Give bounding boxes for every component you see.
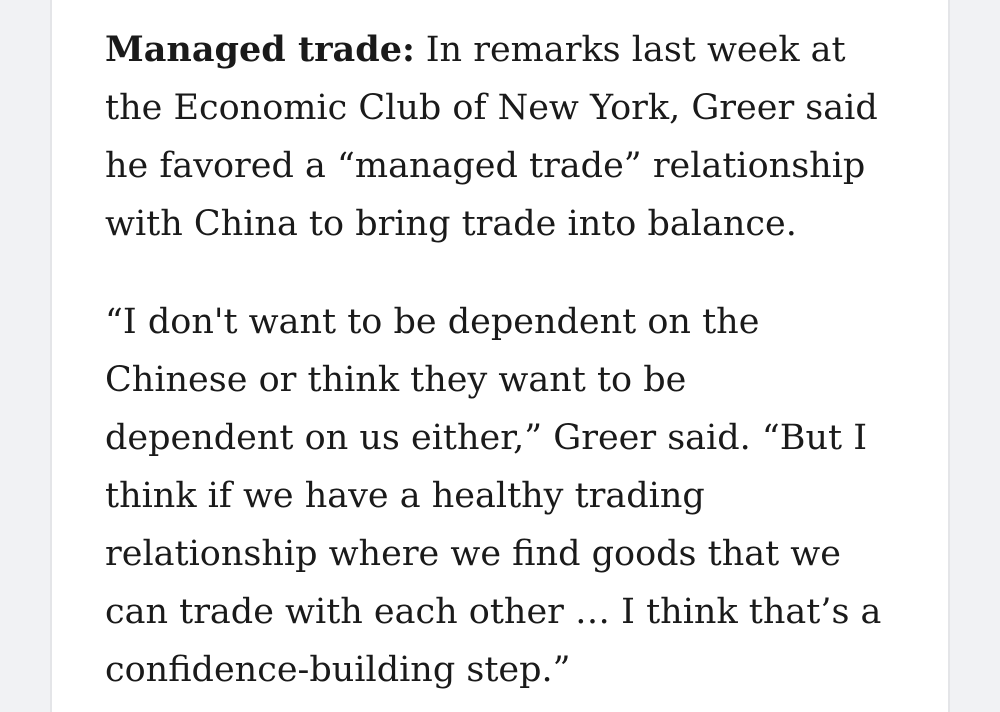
article-content[interactable]: Managed trade: In remarks last week at th… bbox=[52, 0, 948, 712]
left-gutter bbox=[0, 0, 52, 712]
paragraph-lead: Managed trade: bbox=[105, 29, 415, 70]
quote-paragraph: “I don't want to be dependent on the Chi… bbox=[105, 293, 902, 699]
lead-paragraph: Managed trade: In remarks last week at th… bbox=[105, 21, 902, 253]
right-gutter bbox=[948, 0, 1000, 712]
paragraph-text: In remarks last week at the Economic Clu… bbox=[105, 30, 878, 244]
paragraph-text: “I don't want to be dependent on the Chi… bbox=[105, 302, 882, 690]
